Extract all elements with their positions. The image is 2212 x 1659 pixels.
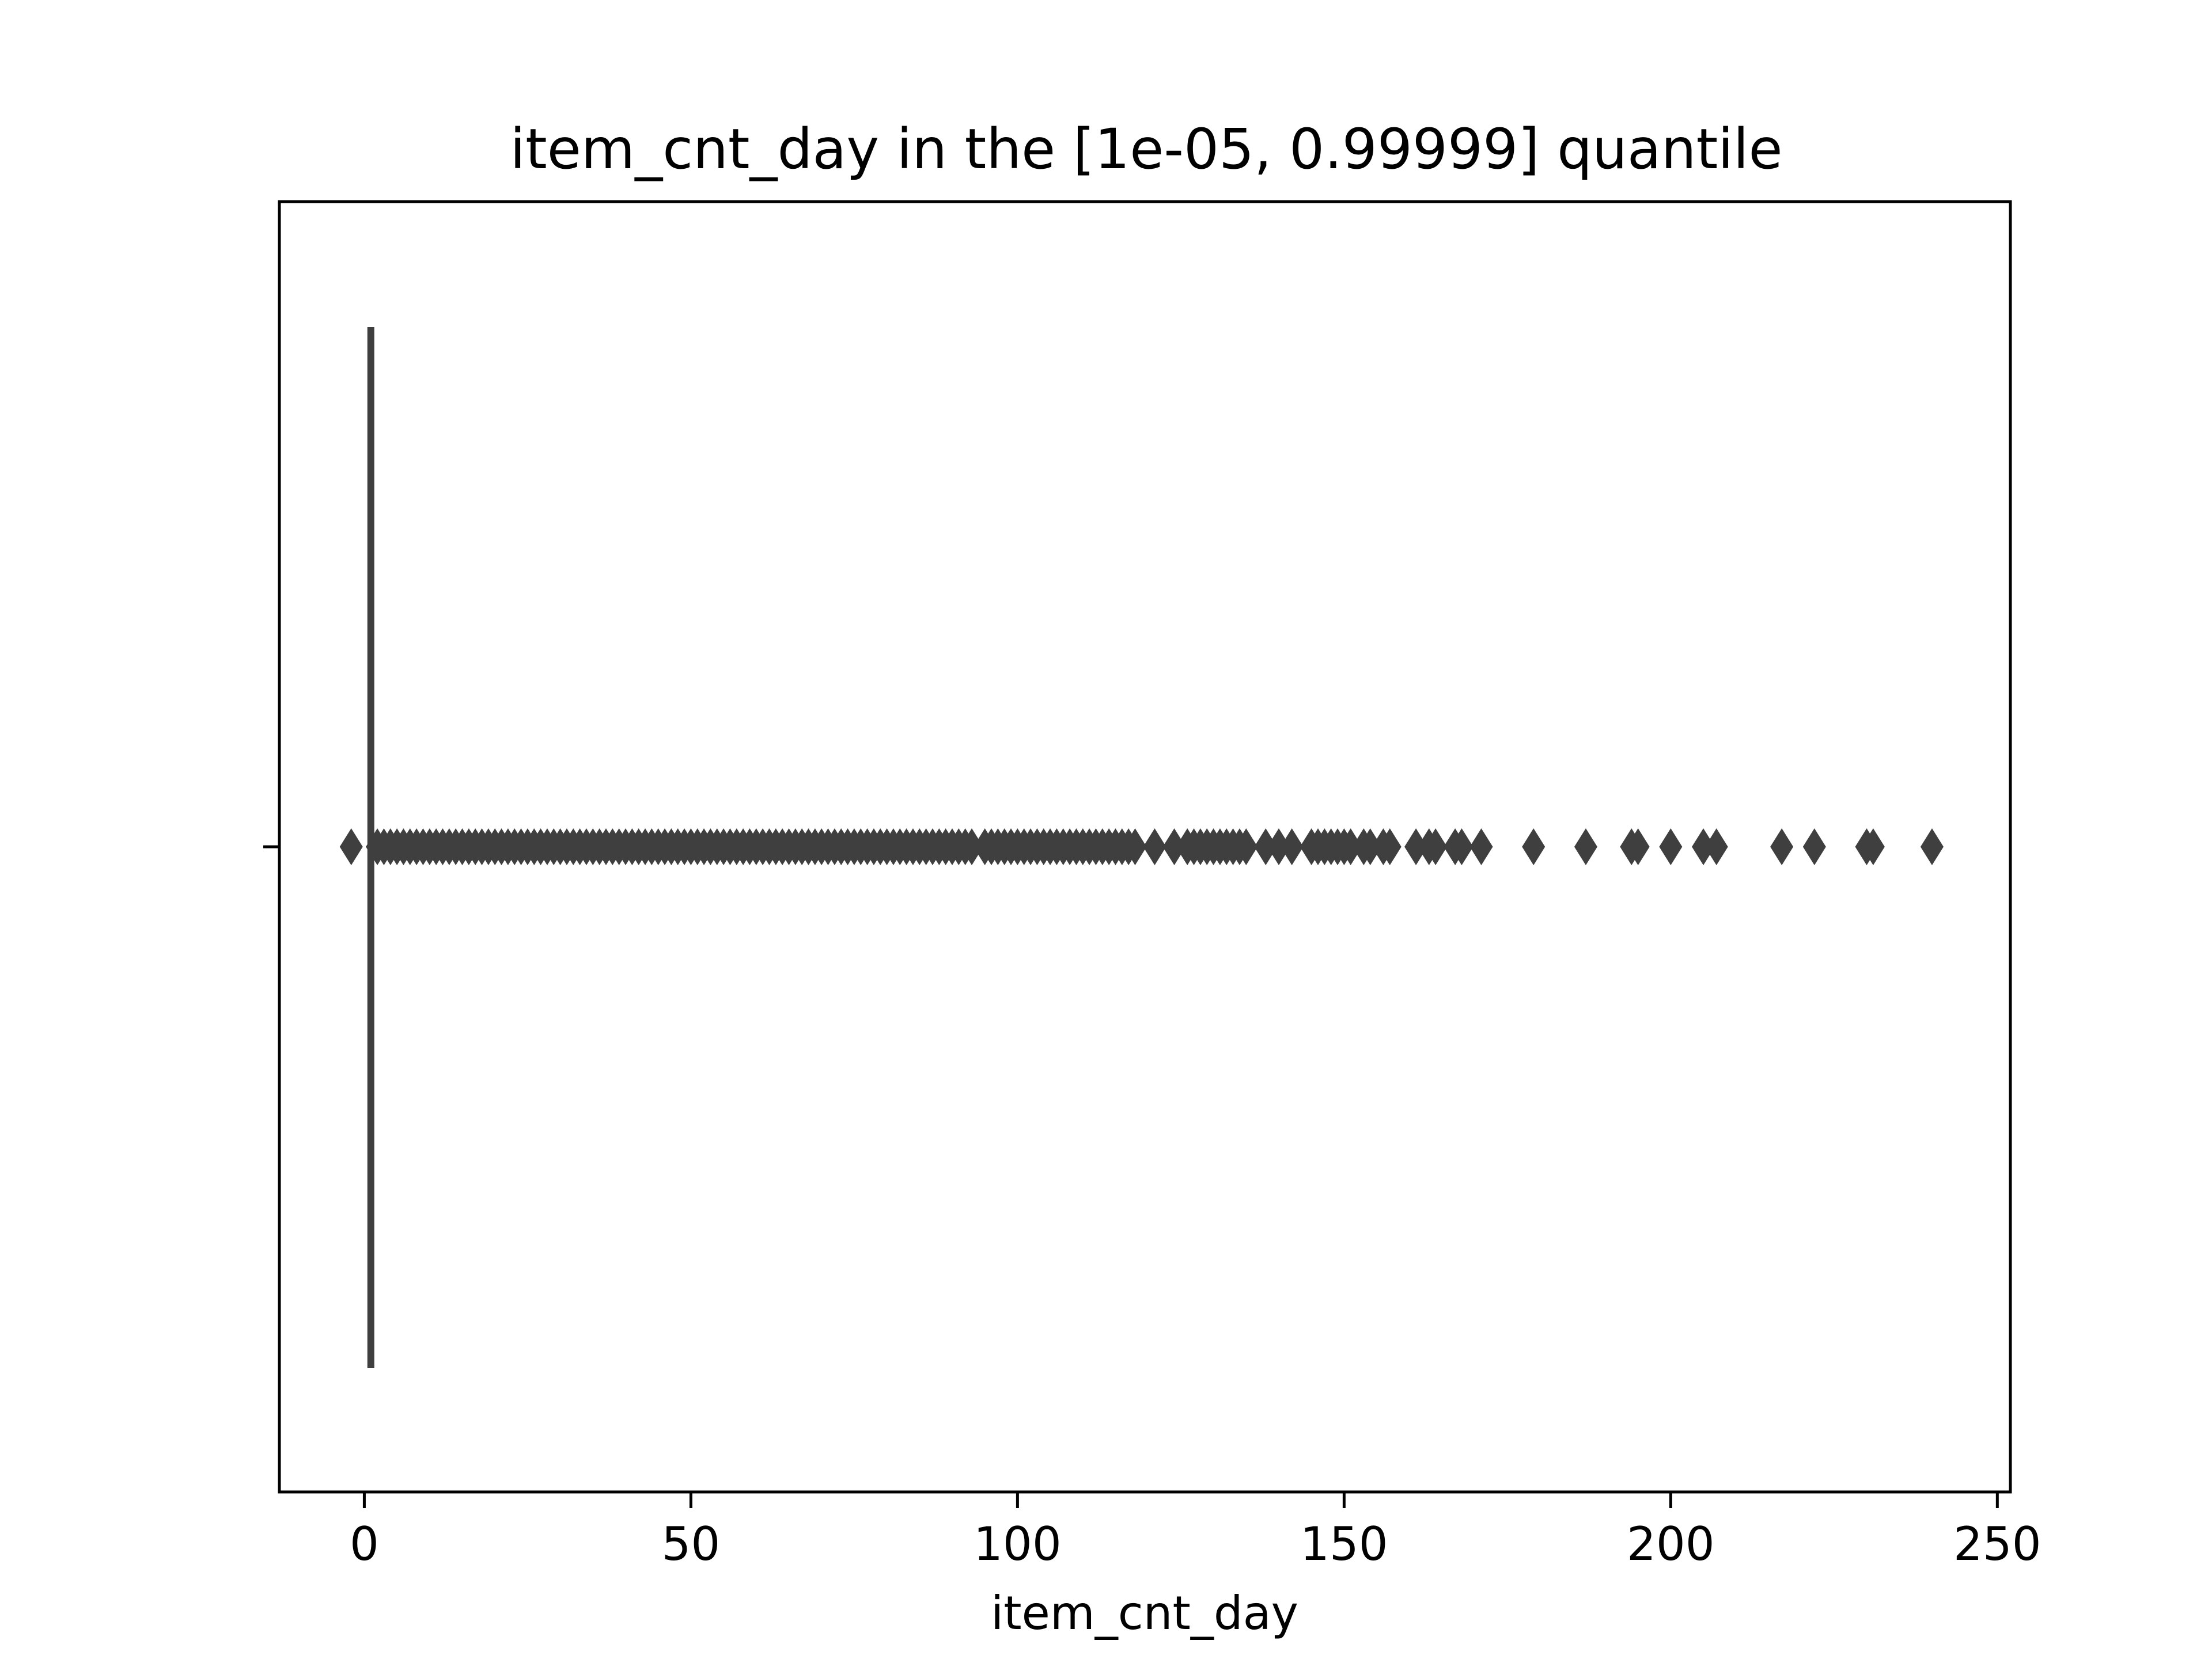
outlier-point	[960, 828, 983, 865]
outlier-point	[1692, 828, 1715, 865]
outlier-point	[1920, 828, 1944, 865]
outlier-point	[1254, 828, 1278, 865]
outlier-point	[1802, 828, 1826, 865]
outlier-point	[1378, 828, 1402, 865]
x-tick-label: 50	[661, 1517, 720, 1571]
outlier-point	[1404, 828, 1428, 865]
outlier-point	[1234, 828, 1258, 865]
x-tick-label: 200	[1627, 1517, 1715, 1571]
x-axis: 0 50 100 150 200 250	[350, 1492, 2041, 1571]
outlier-point	[1574, 828, 1597, 865]
outlier-point	[1358, 828, 1382, 865]
chart-title: item_cnt_day in the [1e-05, 0.99999] qua…	[510, 117, 1782, 181]
outlier-point	[1143, 828, 1166, 865]
outlier-point	[1659, 828, 1683, 865]
outlier-point	[1267, 828, 1290, 865]
x-tick-label: 100	[974, 1517, 1062, 1571]
outlier-point	[1626, 828, 1650, 865]
outlier-point	[1469, 828, 1493, 865]
outlier-point	[1450, 828, 1474, 865]
outlier-point	[1123, 828, 1147, 865]
outlier-point	[1705, 828, 1728, 865]
outlier-point	[1339, 828, 1362, 865]
outlier-point	[1280, 828, 1304, 865]
x-tick-label: 250	[1953, 1517, 2041, 1571]
outlier-point	[1162, 828, 1186, 865]
x-tick-label: 0	[350, 1517, 379, 1571]
outlier-point	[339, 828, 363, 865]
plot-area	[339, 327, 1944, 1368]
outlier-point	[1522, 828, 1546, 865]
outlier-point	[1424, 828, 1448, 865]
x-tick-label: 150	[1300, 1517, 1388, 1571]
outlier-point	[1861, 828, 1885, 865]
outlier-point	[1770, 828, 1794, 865]
x-axis-label: item_cnt_day	[991, 1586, 1298, 1640]
